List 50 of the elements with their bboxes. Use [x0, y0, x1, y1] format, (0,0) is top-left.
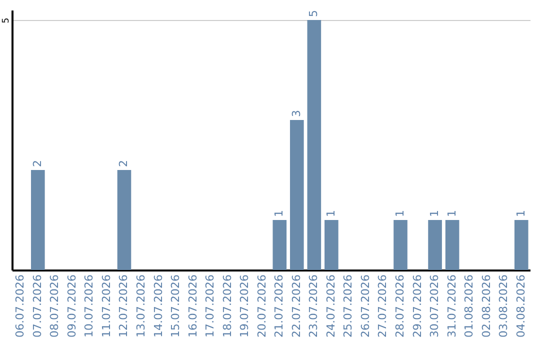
x-tick-label: 15.07.2026 [169, 274, 182, 338]
data-label: 1 [272, 210, 286, 217]
x-tick-label: 24.07.2026 [324, 274, 338, 338]
x-tick-label: 19.07.2026 [238, 274, 252, 338]
x-tick-label: 10.07.2026 [82, 274, 96, 338]
x-tick-label: 01.08.2026 [462, 274, 476, 338]
x-tick-label: 02.08.2026 [480, 274, 493, 338]
data-label: 1 [324, 210, 338, 217]
bar [30, 170, 45, 270]
data-label: 1 [514, 210, 528, 217]
x-tick-label: 23.07.2026 [307, 274, 320, 338]
data-label: 2 [117, 160, 130, 167]
data-label: 5 [307, 10, 320, 17]
bar [324, 220, 338, 270]
x-tick-label: 16.07.2026 [186, 274, 200, 338]
x-tick-label: 20.07.2026 [255, 274, 268, 338]
bar [514, 220, 528, 270]
data-label: 2 [30, 160, 44, 167]
x-tick-label: 14.07.2026 [152, 274, 165, 338]
x-tick-label: 11.07.2026 [100, 274, 113, 338]
x-tick-label: 21.07.2026 [272, 274, 286, 338]
bar [272, 220, 287, 270]
data-label: 1 [445, 210, 458, 217]
x-tick-label: 08.07.2026 [48, 274, 62, 338]
x-tick-label: 30.07.2026 [428, 274, 442, 338]
x-tick-label: 04.08.2026 [514, 274, 528, 338]
x-tick-label: 12.07.2026 [117, 274, 130, 338]
x-tick-label: 06.07.2026 [14, 274, 27, 338]
data-label: 3 [290, 110, 303, 117]
x-tick-label: 13.07.2026 [134, 274, 148, 338]
x-tick-label: 07.07.2026 [30, 274, 44, 338]
x-tick-label: 09.07.2026 [65, 274, 78, 338]
data-label: 1 [394, 210, 406, 217]
bar [290, 120, 304, 270]
bar [428, 220, 442, 270]
data-label: 1 [428, 210, 442, 217]
x-tick-label: 18.07.2026 [220, 274, 234, 338]
bar [117, 170, 132, 270]
x-tick-label: 27.07.2026 [376, 274, 390, 338]
x-tick-label: 31.07.2026 [445, 274, 458, 338]
bar [307, 20, 322, 270]
x-tick-label: 26.07.2026 [358, 274, 372, 338]
x-tick-label: 25.07.2026 [342, 274, 355, 338]
bar [394, 220, 408, 270]
x-tick-label: 28.07.2026 [394, 274, 406, 338]
bar [445, 220, 460, 270]
x-tick-label: 17.07.2026 [204, 274, 217, 338]
x-tick-label: 29.07.2026 [410, 274, 424, 338]
x-tick-label: 03.08.2026 [497, 274, 510, 338]
x-tick-label: 22.07.2026 [290, 274, 303, 338]
